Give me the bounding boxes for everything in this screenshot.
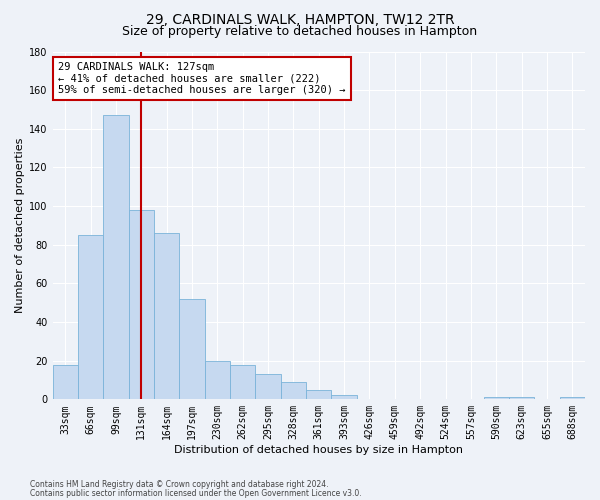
Bar: [281, 382, 306, 400]
Bar: [154, 233, 179, 400]
X-axis label: Distribution of detached houses by size in Hampton: Distribution of detached houses by size …: [174, 445, 463, 455]
Text: Contains HM Land Registry data © Crown copyright and database right 2024.: Contains HM Land Registry data © Crown c…: [30, 480, 329, 489]
Text: Contains public sector information licensed under the Open Government Licence v3: Contains public sector information licen…: [30, 488, 362, 498]
Bar: [509, 398, 534, 400]
Bar: [560, 398, 585, 400]
Bar: [484, 398, 509, 400]
Bar: [205, 360, 230, 400]
Text: 29 CARDINALS WALK: 127sqm
← 41% of detached houses are smaller (222)
59% of semi: 29 CARDINALS WALK: 127sqm ← 41% of detac…: [58, 62, 346, 95]
Bar: [331, 396, 357, 400]
Bar: [306, 390, 331, 400]
Bar: [179, 299, 205, 400]
Text: 29, CARDINALS WALK, HAMPTON, TW12 2TR: 29, CARDINALS WALK, HAMPTON, TW12 2TR: [146, 12, 454, 26]
Y-axis label: Number of detached properties: Number of detached properties: [15, 138, 25, 313]
Bar: [128, 210, 154, 400]
Bar: [230, 364, 256, 400]
Bar: [78, 235, 103, 400]
Bar: [103, 116, 128, 400]
Text: Size of property relative to detached houses in Hampton: Size of property relative to detached ho…: [122, 25, 478, 38]
Bar: [256, 374, 281, 400]
Bar: [53, 364, 78, 400]
